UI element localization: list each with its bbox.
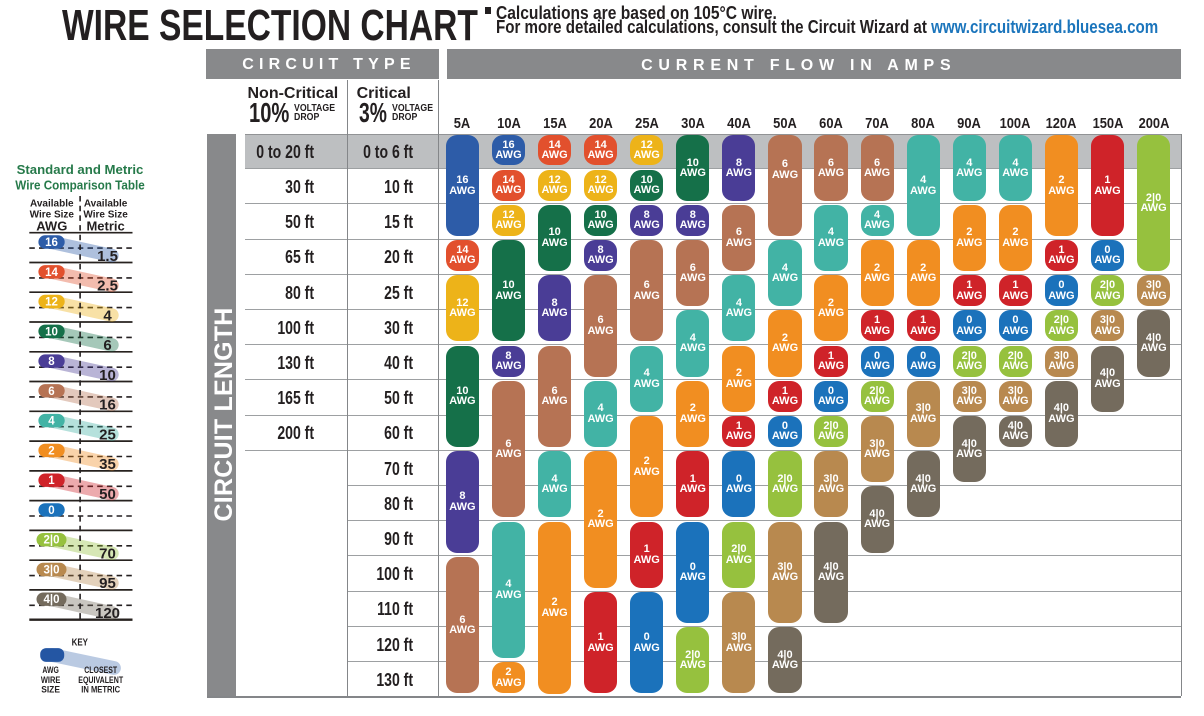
svg-text:6: 6 [48, 386, 54, 398]
svg-text:1.5: 1.5 [97, 248, 118, 265]
svg-text:Metric: Metric [86, 219, 124, 234]
svg-text:4|0: 4|0 [43, 594, 59, 606]
svg-text:SIZE: SIZE [41, 685, 60, 696]
svg-text:WIRE: WIRE [41, 675, 61, 686]
svg-text:50: 50 [99, 486, 116, 503]
svg-text:Available: Available [30, 199, 74, 210]
svg-text:4: 4 [48, 416, 55, 428]
svg-text:AWG: AWG [42, 665, 59, 676]
svg-text:35: 35 [99, 456, 116, 473]
svg-text:IN METRIC: IN METRIC [81, 685, 120, 696]
svg-text:6: 6 [103, 337, 111, 354]
svg-text:3|0: 3|0 [43, 565, 59, 577]
svg-text:8: 8 [48, 356, 55, 368]
svg-text:EQUIVALENT: EQUIVALENT [78, 675, 123, 686]
svg-text:1: 1 [48, 475, 55, 487]
svg-text:CLOSEST: CLOSEST [84, 665, 117, 676]
svg-text:2|0: 2|0 [43, 535, 59, 547]
svg-text:2: 2 [48, 445, 54, 457]
svg-text:120: 120 [95, 605, 120, 622]
svg-text:16: 16 [99, 397, 116, 414]
svg-text:16: 16 [45, 237, 58, 249]
svg-text:14: 14 [45, 267, 58, 279]
svg-text:KEY: KEY [72, 638, 89, 649]
svg-text:4: 4 [103, 307, 112, 324]
svg-text:Standard and Metric: Standard and Metric [17, 162, 144, 177]
svg-text:10: 10 [99, 367, 116, 384]
svg-text:Wire Comparison Table: Wire Comparison Table [15, 178, 144, 193]
svg-text:2.5: 2.5 [97, 278, 118, 295]
svg-text:95: 95 [99, 575, 116, 592]
svg-text:25: 25 [99, 426, 116, 443]
svg-text:10: 10 [45, 326, 58, 338]
svg-text:70: 70 [99, 546, 116, 563]
svg-text:Wire Size: Wire Size [30, 210, 75, 221]
svg-text:Wire Size: Wire Size [83, 210, 128, 221]
svg-text:12: 12 [45, 297, 58, 309]
svg-text:Available: Available [84, 199, 128, 210]
svg-text:0: 0 [48, 505, 54, 517]
svg-text:AWG: AWG [36, 219, 67, 234]
